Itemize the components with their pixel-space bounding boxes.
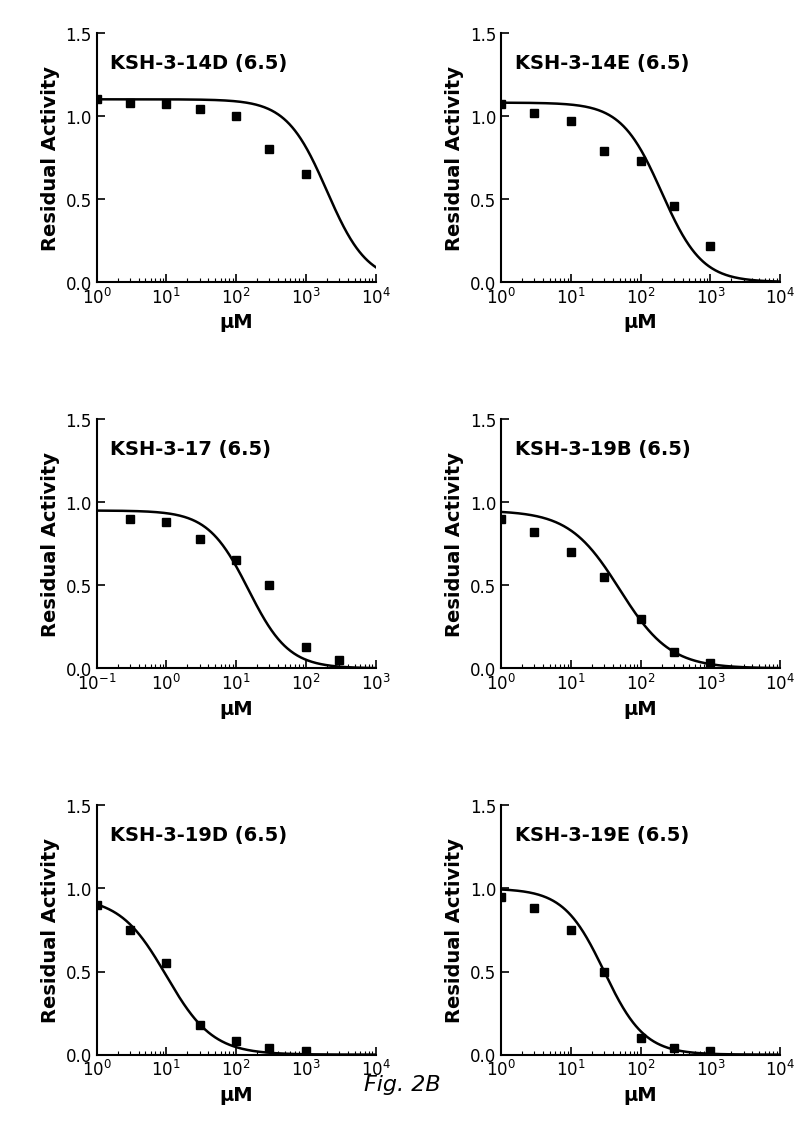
X-axis label: μM: μM xyxy=(219,699,252,718)
Text: KSH-3-17 (6.5): KSH-3-17 (6.5) xyxy=(110,440,272,459)
Y-axis label: Residual Activity: Residual Activity xyxy=(445,66,464,250)
X-axis label: μM: μM xyxy=(219,1085,252,1104)
X-axis label: μM: μM xyxy=(219,313,252,332)
Text: KSH-3-19D (6.5): KSH-3-19D (6.5) xyxy=(110,826,288,845)
Y-axis label: Residual Activity: Residual Activity xyxy=(445,452,464,636)
Text: KSH-3-14E (6.5): KSH-3-14E (6.5) xyxy=(515,54,689,73)
Y-axis label: Residual Activity: Residual Activity xyxy=(41,838,59,1022)
Text: KSH-3-19B (6.5): KSH-3-19B (6.5) xyxy=(515,440,691,459)
Text: KSH-3-19E (6.5): KSH-3-19E (6.5) xyxy=(515,826,689,845)
X-axis label: μM: μM xyxy=(624,699,657,718)
Text: KSH-3-14D (6.5): KSH-3-14D (6.5) xyxy=(110,54,288,73)
Text: Fig. 2B: Fig. 2B xyxy=(363,1074,441,1094)
Y-axis label: Residual Activity: Residual Activity xyxy=(41,66,59,250)
X-axis label: μM: μM xyxy=(624,1085,657,1104)
X-axis label: μM: μM xyxy=(624,313,657,332)
Y-axis label: Residual Activity: Residual Activity xyxy=(41,452,59,636)
Y-axis label: Residual Activity: Residual Activity xyxy=(445,838,464,1022)
